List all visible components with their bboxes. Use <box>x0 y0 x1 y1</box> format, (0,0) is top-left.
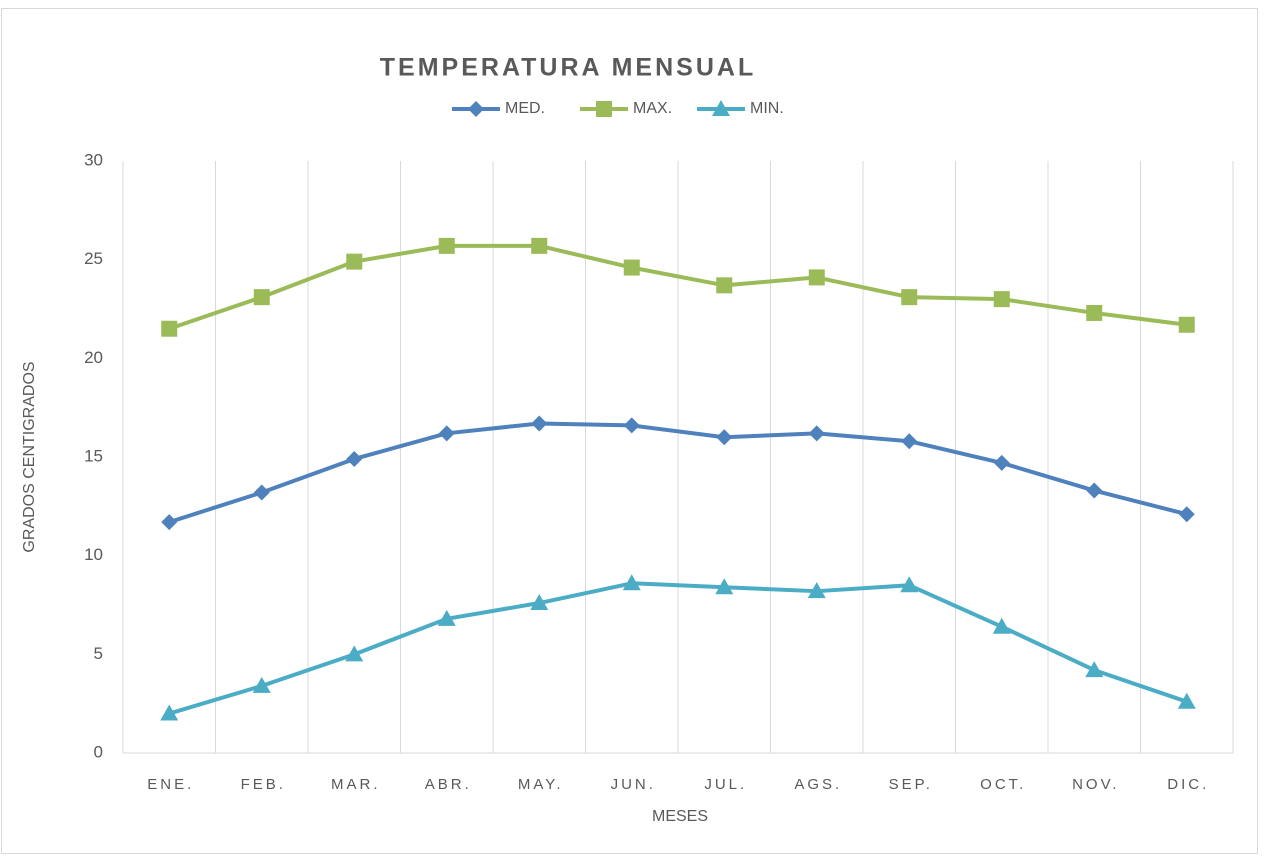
marker <box>901 289 918 306</box>
x-tick-label: DIC. <box>1167 776 1209 793</box>
series-line <box>168 243 1188 331</box>
marker <box>253 484 270 501</box>
x-tick-label: ABR. <box>425 776 472 793</box>
marker <box>901 433 918 450</box>
y-tick-label: 25 <box>84 249 103 268</box>
x-tick-label: MAR. <box>331 776 381 793</box>
series-line <box>168 421 1188 525</box>
marker <box>622 574 641 591</box>
marker <box>468 101 484 117</box>
marker <box>993 291 1010 308</box>
marker <box>438 237 455 254</box>
x-tick-label: JUN. <box>611 776 656 793</box>
marker <box>1178 506 1195 523</box>
x-tick-label: JUL. <box>704 776 747 793</box>
marker <box>1178 316 1195 333</box>
marker <box>161 320 178 337</box>
marker <box>808 425 825 442</box>
marker <box>1085 661 1104 678</box>
marker <box>623 417 640 434</box>
marker <box>807 582 826 599</box>
marker <box>596 101 612 117</box>
marker <box>346 253 363 270</box>
y-tick-label: 30 <box>84 150 103 169</box>
x-tick-label: NOV. <box>1072 776 1119 793</box>
y-tick-label: 0 <box>94 742 103 761</box>
x-tick-label: SEP. <box>889 776 933 793</box>
marker <box>437 609 456 626</box>
x-tick-label: ENE. <box>147 776 194 793</box>
y-tick-label: 5 <box>94 644 103 663</box>
x-tick-label: FEB. <box>241 776 286 793</box>
marker <box>992 617 1011 634</box>
marker <box>531 415 548 432</box>
marker <box>160 704 179 721</box>
marker <box>715 578 734 595</box>
legend-label: MAX. <box>633 100 672 117</box>
x-tick-label: AGS. <box>794 776 842 793</box>
y-tick-label: 15 <box>84 446 103 465</box>
x-tick-label: OCT. <box>980 776 1026 793</box>
marker <box>623 259 640 276</box>
y-tick-label: 20 <box>84 348 103 367</box>
series-line <box>168 581 1188 716</box>
marker <box>808 269 825 286</box>
marker <box>716 277 733 294</box>
legend-label: MIN. <box>750 100 784 117</box>
x-tick-label: MAY. <box>518 776 564 793</box>
y-tick-label: 10 <box>84 545 103 564</box>
marker <box>345 645 364 662</box>
marker <box>900 576 919 593</box>
marker <box>252 676 271 693</box>
marker <box>1086 304 1103 321</box>
marker <box>530 594 549 611</box>
marker <box>993 454 1010 471</box>
marker <box>531 237 548 254</box>
chart-title: TEMPERATURA MENSUAL <box>380 54 756 82</box>
marker <box>716 429 733 446</box>
marker <box>346 450 363 467</box>
marker <box>438 425 455 442</box>
x-axis-title: MESES <box>652 808 708 825</box>
legend-label: MED. <box>505 100 545 117</box>
marker <box>712 100 730 116</box>
marker <box>1086 482 1103 499</box>
marker <box>1177 692 1196 709</box>
marker <box>161 514 178 531</box>
marker <box>253 289 270 306</box>
y-axis-title: GRADOS CENTIGRADOS <box>21 361 38 552</box>
